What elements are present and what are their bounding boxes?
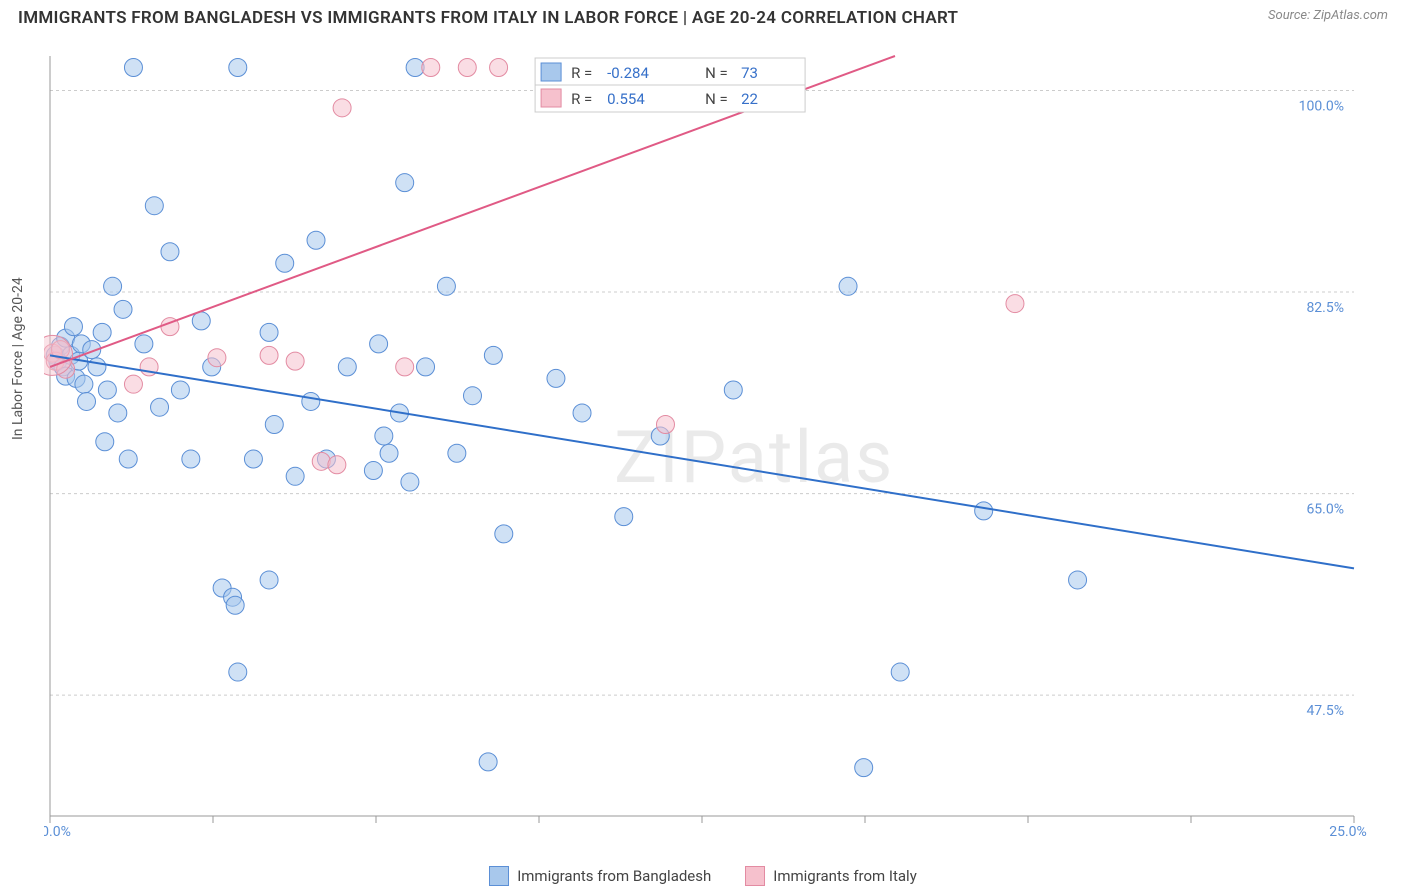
scatter-point xyxy=(260,323,278,341)
scatter-point xyxy=(479,753,497,771)
scatter-point xyxy=(78,392,96,410)
scatter-point xyxy=(75,375,93,393)
scatter-point xyxy=(615,508,633,526)
scatter-point xyxy=(302,392,320,410)
scatter-point xyxy=(422,59,440,77)
scatter-point xyxy=(401,473,419,491)
y-axis-label: In Labor Force | Age 20-24 xyxy=(10,277,26,440)
scatter-point xyxy=(145,197,163,215)
legend-r-label: R = xyxy=(571,64,592,82)
scatter-point xyxy=(547,369,565,387)
scatter-point xyxy=(1006,295,1024,313)
legend-n-label: N = xyxy=(705,64,728,82)
title-bar: IMMIGRANTS FROM BANGLADESH VS IMMIGRANTS… xyxy=(0,0,1406,28)
scatter-point xyxy=(370,335,388,353)
scatter-point xyxy=(328,456,346,474)
scatter-point xyxy=(64,318,82,336)
scatter-point xyxy=(182,450,200,468)
source-label: Source: ZipAtlas.com xyxy=(1268,8,1388,23)
legend-item-italy: Immigrants from Italy xyxy=(745,866,917,886)
legend-swatch-blue xyxy=(489,866,509,886)
scatter-point xyxy=(312,452,330,470)
scatter-point xyxy=(396,174,414,192)
plot-area: 47.5%65.0%82.5%100.0%ZIPatlasR =-0.284N … xyxy=(44,50,1388,838)
scatter-point xyxy=(226,596,244,614)
scatter-point xyxy=(260,571,278,589)
scatter-point xyxy=(307,231,325,249)
scatter-point xyxy=(229,59,247,77)
scatter-point xyxy=(124,375,142,393)
scatter-point xyxy=(463,387,481,405)
scatter-point xyxy=(171,381,189,399)
scatter-point xyxy=(333,99,351,117)
scatter-point xyxy=(891,663,909,681)
scatter-point xyxy=(98,381,116,399)
scatter-point xyxy=(396,358,414,376)
scatter-point xyxy=(656,415,674,433)
scatter-point xyxy=(286,352,304,370)
legend-swatch xyxy=(541,63,561,81)
legend-item-bangladesh: Immigrants from Bangladesh xyxy=(489,866,711,886)
x-max-label: 25.0% xyxy=(1329,824,1367,838)
scatter-point xyxy=(93,323,111,341)
scatter-point xyxy=(490,59,508,77)
scatter-point xyxy=(88,358,106,376)
scatter-point xyxy=(109,404,127,422)
scatter-point xyxy=(135,335,153,353)
scatter-point xyxy=(96,433,114,451)
scatter-point xyxy=(1069,571,1087,589)
scatter-point xyxy=(276,254,294,272)
scatter-point xyxy=(855,759,873,777)
y-tick-label: 100.0% xyxy=(1299,99,1344,115)
scatter-point xyxy=(458,59,476,77)
scatter-point xyxy=(244,450,262,468)
scatter-plot-svg: 47.5%65.0%82.5%100.0%ZIPatlasR =-0.284N … xyxy=(44,50,1388,838)
scatter-point xyxy=(839,277,857,295)
scatter-point xyxy=(724,381,742,399)
scatter-point xyxy=(114,300,132,318)
y-tick-label: 65.0% xyxy=(1306,502,1344,518)
scatter-point xyxy=(286,467,304,485)
y-tick-label: 47.5% xyxy=(1306,703,1344,719)
scatter-point xyxy=(437,277,455,295)
legend-n-label: N = xyxy=(705,90,728,108)
scatter-point xyxy=(151,398,169,416)
scatter-point xyxy=(448,444,466,462)
legend-label: Immigrants from Bangladesh xyxy=(517,867,711,885)
scatter-point xyxy=(364,462,382,480)
scatter-point xyxy=(484,346,502,364)
scatter-point xyxy=(417,358,435,376)
scatter-point xyxy=(495,525,513,543)
legend-r-label: R = xyxy=(571,90,592,108)
scatter-point xyxy=(265,415,283,433)
legend-n-value: 22 xyxy=(741,90,758,108)
scatter-point xyxy=(260,346,278,364)
legend-label: Immigrants from Italy xyxy=(773,867,917,885)
scatter-point xyxy=(104,277,122,295)
scatter-point xyxy=(573,404,591,422)
legend-swatch xyxy=(541,89,561,107)
legend-swatch-pink xyxy=(745,866,765,886)
scatter-point xyxy=(208,349,226,367)
scatter-point xyxy=(229,663,247,681)
legend-r-value: 0.554 xyxy=(607,90,645,108)
scatter-point xyxy=(338,358,356,376)
y-tick-label: 82.5% xyxy=(1306,300,1344,316)
scatter-point xyxy=(124,59,142,77)
scatter-point xyxy=(161,243,179,261)
legend-r-value: -0.284 xyxy=(607,64,649,82)
scatter-point xyxy=(975,502,993,520)
bottom-legend: Immigrants from Bangladesh Immigrants fr… xyxy=(0,866,1406,886)
scatter-point xyxy=(119,450,137,468)
scatter-point xyxy=(380,444,398,462)
chart-title: IMMIGRANTS FROM BANGLADESH VS IMMIGRANTS… xyxy=(18,8,958,28)
x-min-label: 0.0% xyxy=(44,824,71,838)
legend-n-value: 73 xyxy=(741,64,758,82)
scatter-point xyxy=(375,427,393,445)
